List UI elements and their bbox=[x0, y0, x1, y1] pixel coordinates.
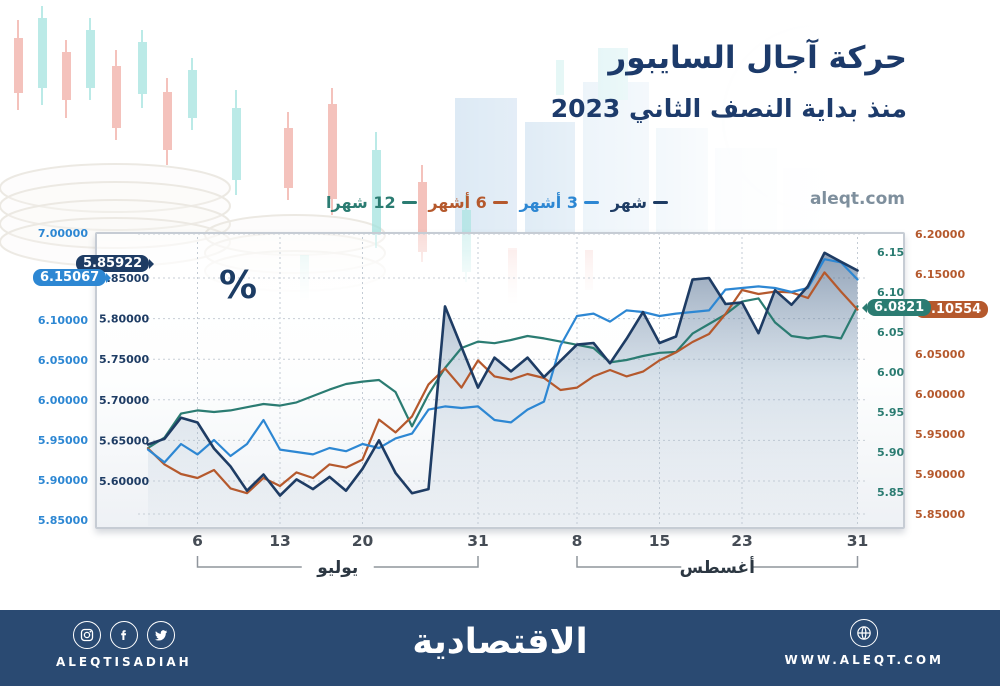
twitter-icon[interactable] bbox=[146, 621, 175, 649]
legend-label: شهر bbox=[610, 193, 647, 212]
legend-item[interactable]: 12 شهرا bbox=[326, 193, 417, 212]
svg-text:6.00000: 6.00000 bbox=[38, 394, 88, 407]
legend-dash-icon bbox=[652, 201, 668, 204]
svg-text:5.90000: 5.90000 bbox=[915, 468, 965, 481]
legend-item[interactable]: 3 أشهر bbox=[520, 193, 599, 212]
pill-arrow-icon bbox=[857, 302, 867, 313]
legend-item[interactable]: 6 أشهر bbox=[428, 193, 508, 212]
legend-label: 6 أشهر bbox=[428, 193, 487, 212]
svg-text:6.05000: 6.05000 bbox=[38, 354, 88, 367]
svg-text:6.00000: 6.00000 bbox=[915, 388, 965, 401]
legend-dash-icon bbox=[492, 201, 508, 204]
background-fade bbox=[430, 0, 1000, 250]
svg-text:5.85000: 5.85000 bbox=[38, 514, 88, 527]
svg-text:23: 23 bbox=[731, 532, 753, 550]
footer-url[interactable]: WWW.ALEQT.COM bbox=[784, 653, 944, 667]
brand-handle[interactable]: ALEQTISADIAH bbox=[56, 655, 192, 669]
footer-site-block: WWW.ALEQT.COM bbox=[785, 619, 945, 667]
chart-legend: 12 شهرا 6 أشهر 3 أشهر شهر bbox=[326, 193, 668, 212]
svg-text:31: 31 bbox=[467, 532, 489, 550]
svg-text:يوليو: يوليو bbox=[316, 558, 358, 578]
page-subtitle: منذ بداية النصف الثاني 2023 bbox=[550, 94, 907, 123]
facebook-icon[interactable] bbox=[109, 621, 138, 649]
svg-text:8: 8 bbox=[572, 532, 583, 550]
footer-social-block: ALEQTISADIAH bbox=[56, 621, 192, 669]
svg-text:5.85000: 5.85000 bbox=[915, 508, 965, 521]
newspaper-logo: الاقتصادية bbox=[412, 622, 588, 662]
svg-text:5.90000: 5.90000 bbox=[38, 474, 88, 487]
svg-text:5.95000: 5.95000 bbox=[38, 434, 88, 447]
svg-text:6: 6 bbox=[192, 532, 203, 550]
svg-text:15: 15 bbox=[649, 532, 671, 550]
instagram-icon[interactable] bbox=[72, 621, 101, 649]
svg-text:5.95000: 5.95000 bbox=[915, 428, 965, 441]
svg-text:13: 13 bbox=[269, 532, 291, 550]
chart-panel bbox=[95, 232, 905, 529]
percent-unit-label: % bbox=[219, 263, 258, 307]
page-title: حركة آجال السايبور bbox=[608, 40, 907, 76]
globe-icon[interactable] bbox=[850, 619, 879, 647]
last-value-pill-12-months: 6.0821 bbox=[862, 299, 932, 316]
legend-item[interactable]: شهر bbox=[611, 193, 668, 212]
footer: ALEQTISADIAH الاقتصادية WWW.ALEQT.COM bbox=[0, 610, 1000, 686]
svg-text:20: 20 bbox=[352, 532, 374, 550]
svg-text:أغسطس: أغسطس bbox=[680, 556, 755, 578]
pill-arrow-icon bbox=[149, 258, 159, 269]
pill-arrow-icon bbox=[106, 272, 116, 283]
legend-label: 3 أشهر bbox=[519, 193, 578, 212]
legend-dash-icon bbox=[401, 201, 417, 204]
legend-dash-icon bbox=[583, 201, 599, 204]
svg-text:31: 31 bbox=[847, 532, 869, 550]
last-value-pill-6-months: 6.10554 bbox=[910, 301, 989, 318]
website-link[interactable]: aleqt.com bbox=[809, 189, 905, 209]
last-value-pill-3-months: 6.15067 bbox=[33, 269, 112, 286]
legend-label: 12 شهرا bbox=[326, 193, 396, 212]
